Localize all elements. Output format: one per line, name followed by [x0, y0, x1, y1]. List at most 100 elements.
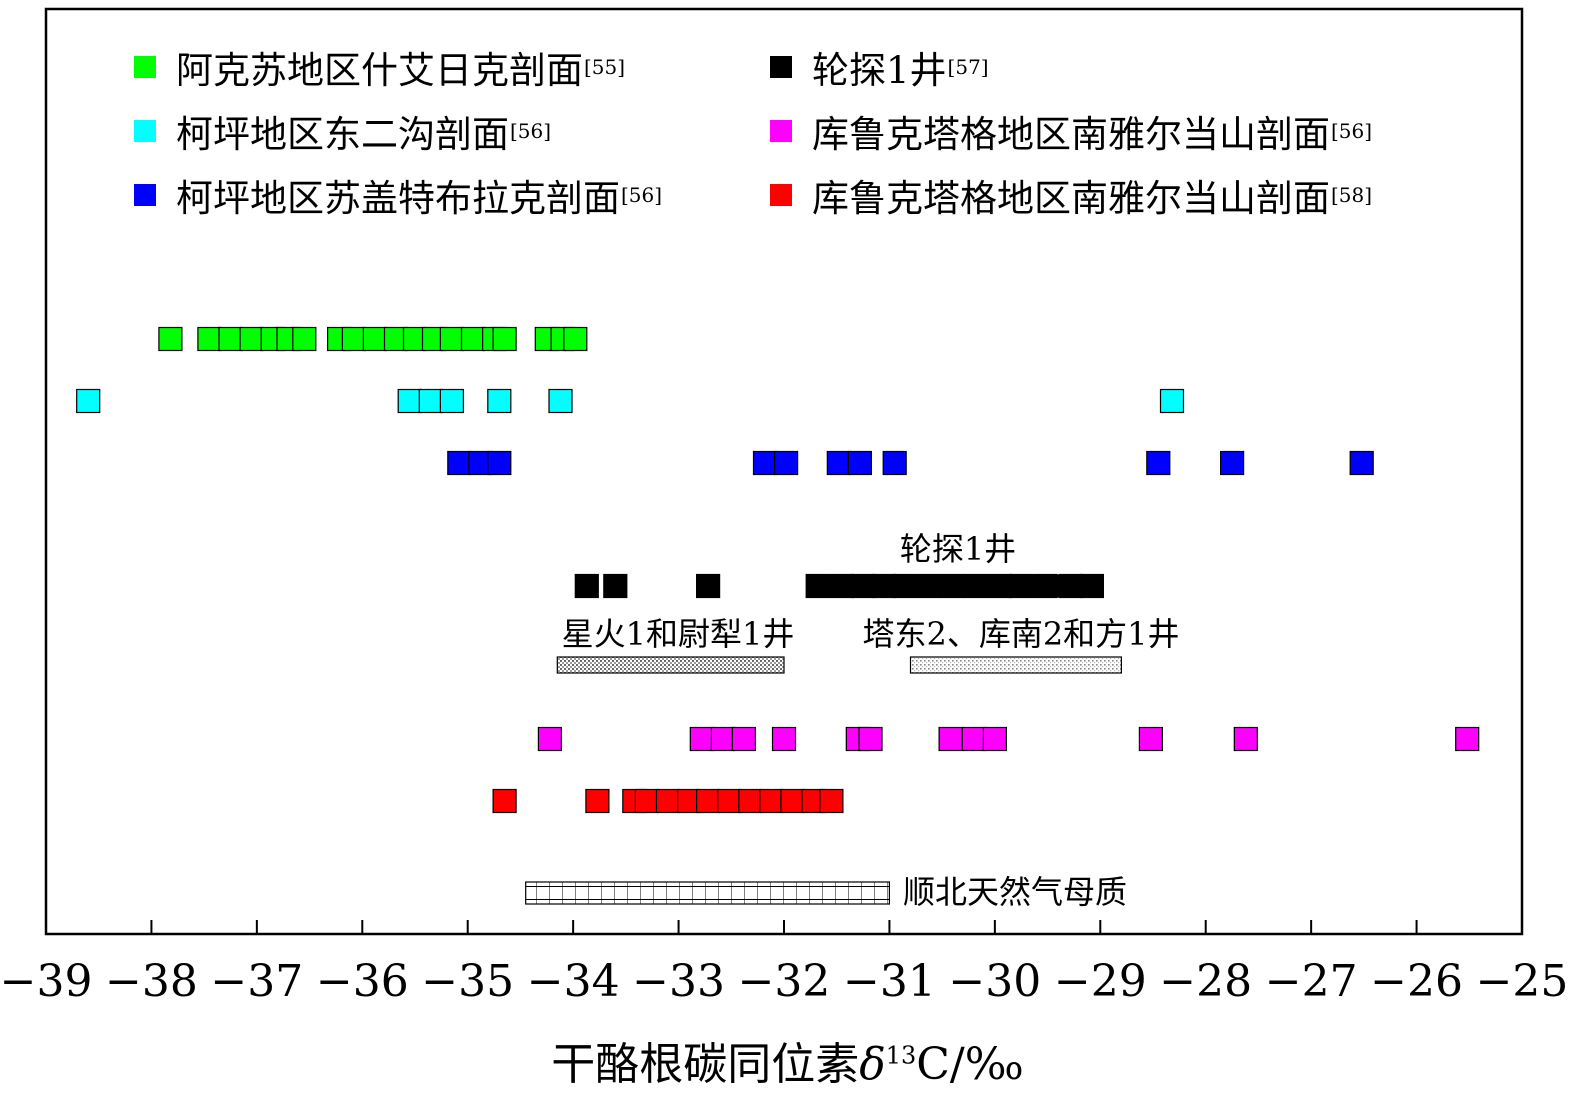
point-5-3: [634, 788, 660, 814]
x-tick-label-9: −30: [948, 956, 1041, 1007]
point-2-7: [882, 450, 907, 476]
legend-swatch-3: [770, 120, 792, 142]
legend-ref-4: [56]: [621, 183, 663, 207]
point-4-12: [1455, 726, 1480, 752]
point-4-3: [731, 726, 757, 752]
range-bar-2: [909, 656, 1122, 674]
x-axis-title-prefix: 干酪根碳同位素: [551, 1039, 860, 1090]
point-2-2: [487, 450, 512, 476]
point-5-12: [819, 788, 844, 814]
point-3-0: [574, 573, 599, 599]
point-2-10: [1349, 450, 1374, 476]
x-axis-title-suffix: C/‰: [916, 1039, 1024, 1090]
point-4-4: [771, 726, 797, 752]
x-tick-label-8: −31: [843, 956, 936, 1007]
legend-label-5: 库鲁克塔格地区南雅尔当山剖面: [812, 177, 1330, 220]
point-1-6: [1159, 388, 1185, 414]
point-5-1: [585, 788, 610, 814]
point-5-8: [738, 788, 763, 814]
series-2: [447, 450, 1374, 476]
point-0-16: [492, 326, 517, 352]
range-label-3: 顺北天然气母质: [903, 873, 1127, 911]
point-2-9: [1219, 450, 1245, 476]
point-3-1: [603, 573, 628, 599]
point-4-1: [689, 726, 714, 752]
point-0-9: [362, 326, 387, 352]
point-1-4: [487, 388, 512, 414]
legend-ref-3: [56]: [1331, 119, 1373, 143]
legend-label-1: 轮探1井: [812, 49, 947, 92]
point-2-4: [773, 450, 799, 476]
range-bar-1: [556, 656, 785, 674]
x-tick-label-0: −39: [0, 956, 92, 1007]
point-5-0: [492, 788, 517, 814]
point-0-1: [197, 326, 222, 352]
point-4-7: [938, 726, 963, 752]
point-4-2: [710, 726, 736, 752]
legend-swatch-2: [134, 120, 156, 142]
legend-item-1: 轮探1井 [57]: [770, 40, 989, 94]
legend-label-2: 柯坪地区东二沟剖面: [176, 113, 509, 156]
legend-item-3: 库鲁克塔格地区南雅尔当山剖面 [56]: [770, 104, 1372, 158]
point-2-0: [447, 450, 472, 476]
point-4-6: [858, 726, 883, 752]
point-0-14: [460, 326, 486, 352]
point-4-8: [961, 726, 986, 752]
x-tick-label-6: −33: [632, 956, 725, 1007]
range-label-2: 塔东2、库南2和方1井: [862, 615, 1179, 653]
point-0-8: [341, 326, 366, 352]
point-5-4: [655, 788, 681, 814]
point-1-1: [397, 388, 422, 414]
range-bar-0: [814, 574, 1091, 598]
point-5-7: [717, 788, 742, 814]
series-1: [76, 388, 1185, 414]
point-4-0: [537, 726, 563, 752]
x-tick-label-2: −37: [210, 956, 303, 1007]
legend-item-2: 柯坪地区东二沟剖面 [56]: [134, 104, 551, 158]
x-tick-label-7: −32: [738, 956, 831, 1007]
legend-label-0: 阿克苏地区什艾日克剖面: [176, 49, 583, 92]
point-2-5: [826, 450, 851, 476]
range-label-1: 星火1和尉犁1井: [562, 615, 795, 653]
x-tick-label-3: −36: [316, 956, 409, 1007]
point-0-0: [158, 326, 183, 352]
point-0-13: [439, 326, 464, 352]
point-2-6: [847, 450, 873, 476]
point-5-9: [759, 788, 784, 814]
x-tick-label-4: −35: [421, 956, 514, 1007]
x-tick-label-13: −26: [1370, 956, 1463, 1007]
point-2-8: [1146, 450, 1171, 476]
x-tick-label-10: −29: [1054, 956, 1147, 1007]
range-label-0: 轮探1井: [900, 530, 1016, 568]
point-5-10: [780, 788, 805, 814]
legend-ref-1: [57]: [947, 55, 989, 79]
x-tick-label-5: −34: [527, 956, 620, 1007]
point-3-2: [695, 573, 721, 599]
legend-swatch-5: [770, 184, 792, 206]
legend-item-4: 柯坪地区苏盖特布拉克剖面 [56]: [134, 168, 662, 222]
point-1-0: [76, 388, 101, 414]
point-0-19: [563, 326, 588, 352]
legend-label-4: 柯坪地区苏盖特布拉克剖面: [176, 177, 620, 220]
legend-ref-2: [56]: [510, 119, 552, 143]
x-axis-title: 干酪根碳同位素δ13C/‰: [0, 1028, 1575, 1092]
series-0: [158, 326, 588, 352]
x-tick-label-14: −25: [1476, 956, 1569, 1007]
legend-ref-5: [58]: [1331, 183, 1373, 207]
point-5-6: [695, 788, 721, 814]
legend-ref-0: [55]: [584, 55, 626, 79]
point-4-9: [982, 726, 1008, 752]
legend-item-5: 库鲁克塔格地区南雅尔当山剖面 [58]: [770, 168, 1372, 222]
series-4: [537, 726, 1480, 752]
legend-swatch-0: [134, 56, 156, 78]
x-tick-label-12: −27: [1265, 956, 1358, 1007]
point-1-3: [439, 388, 464, 414]
point-4-11: [1233, 726, 1258, 752]
point-2-3: [752, 450, 778, 476]
point-0-6: [292, 326, 317, 352]
point-4-10: [1138, 726, 1164, 752]
series-5: [492, 788, 844, 814]
point-1-2: [418, 388, 443, 414]
point-1-5: [548, 388, 573, 414]
